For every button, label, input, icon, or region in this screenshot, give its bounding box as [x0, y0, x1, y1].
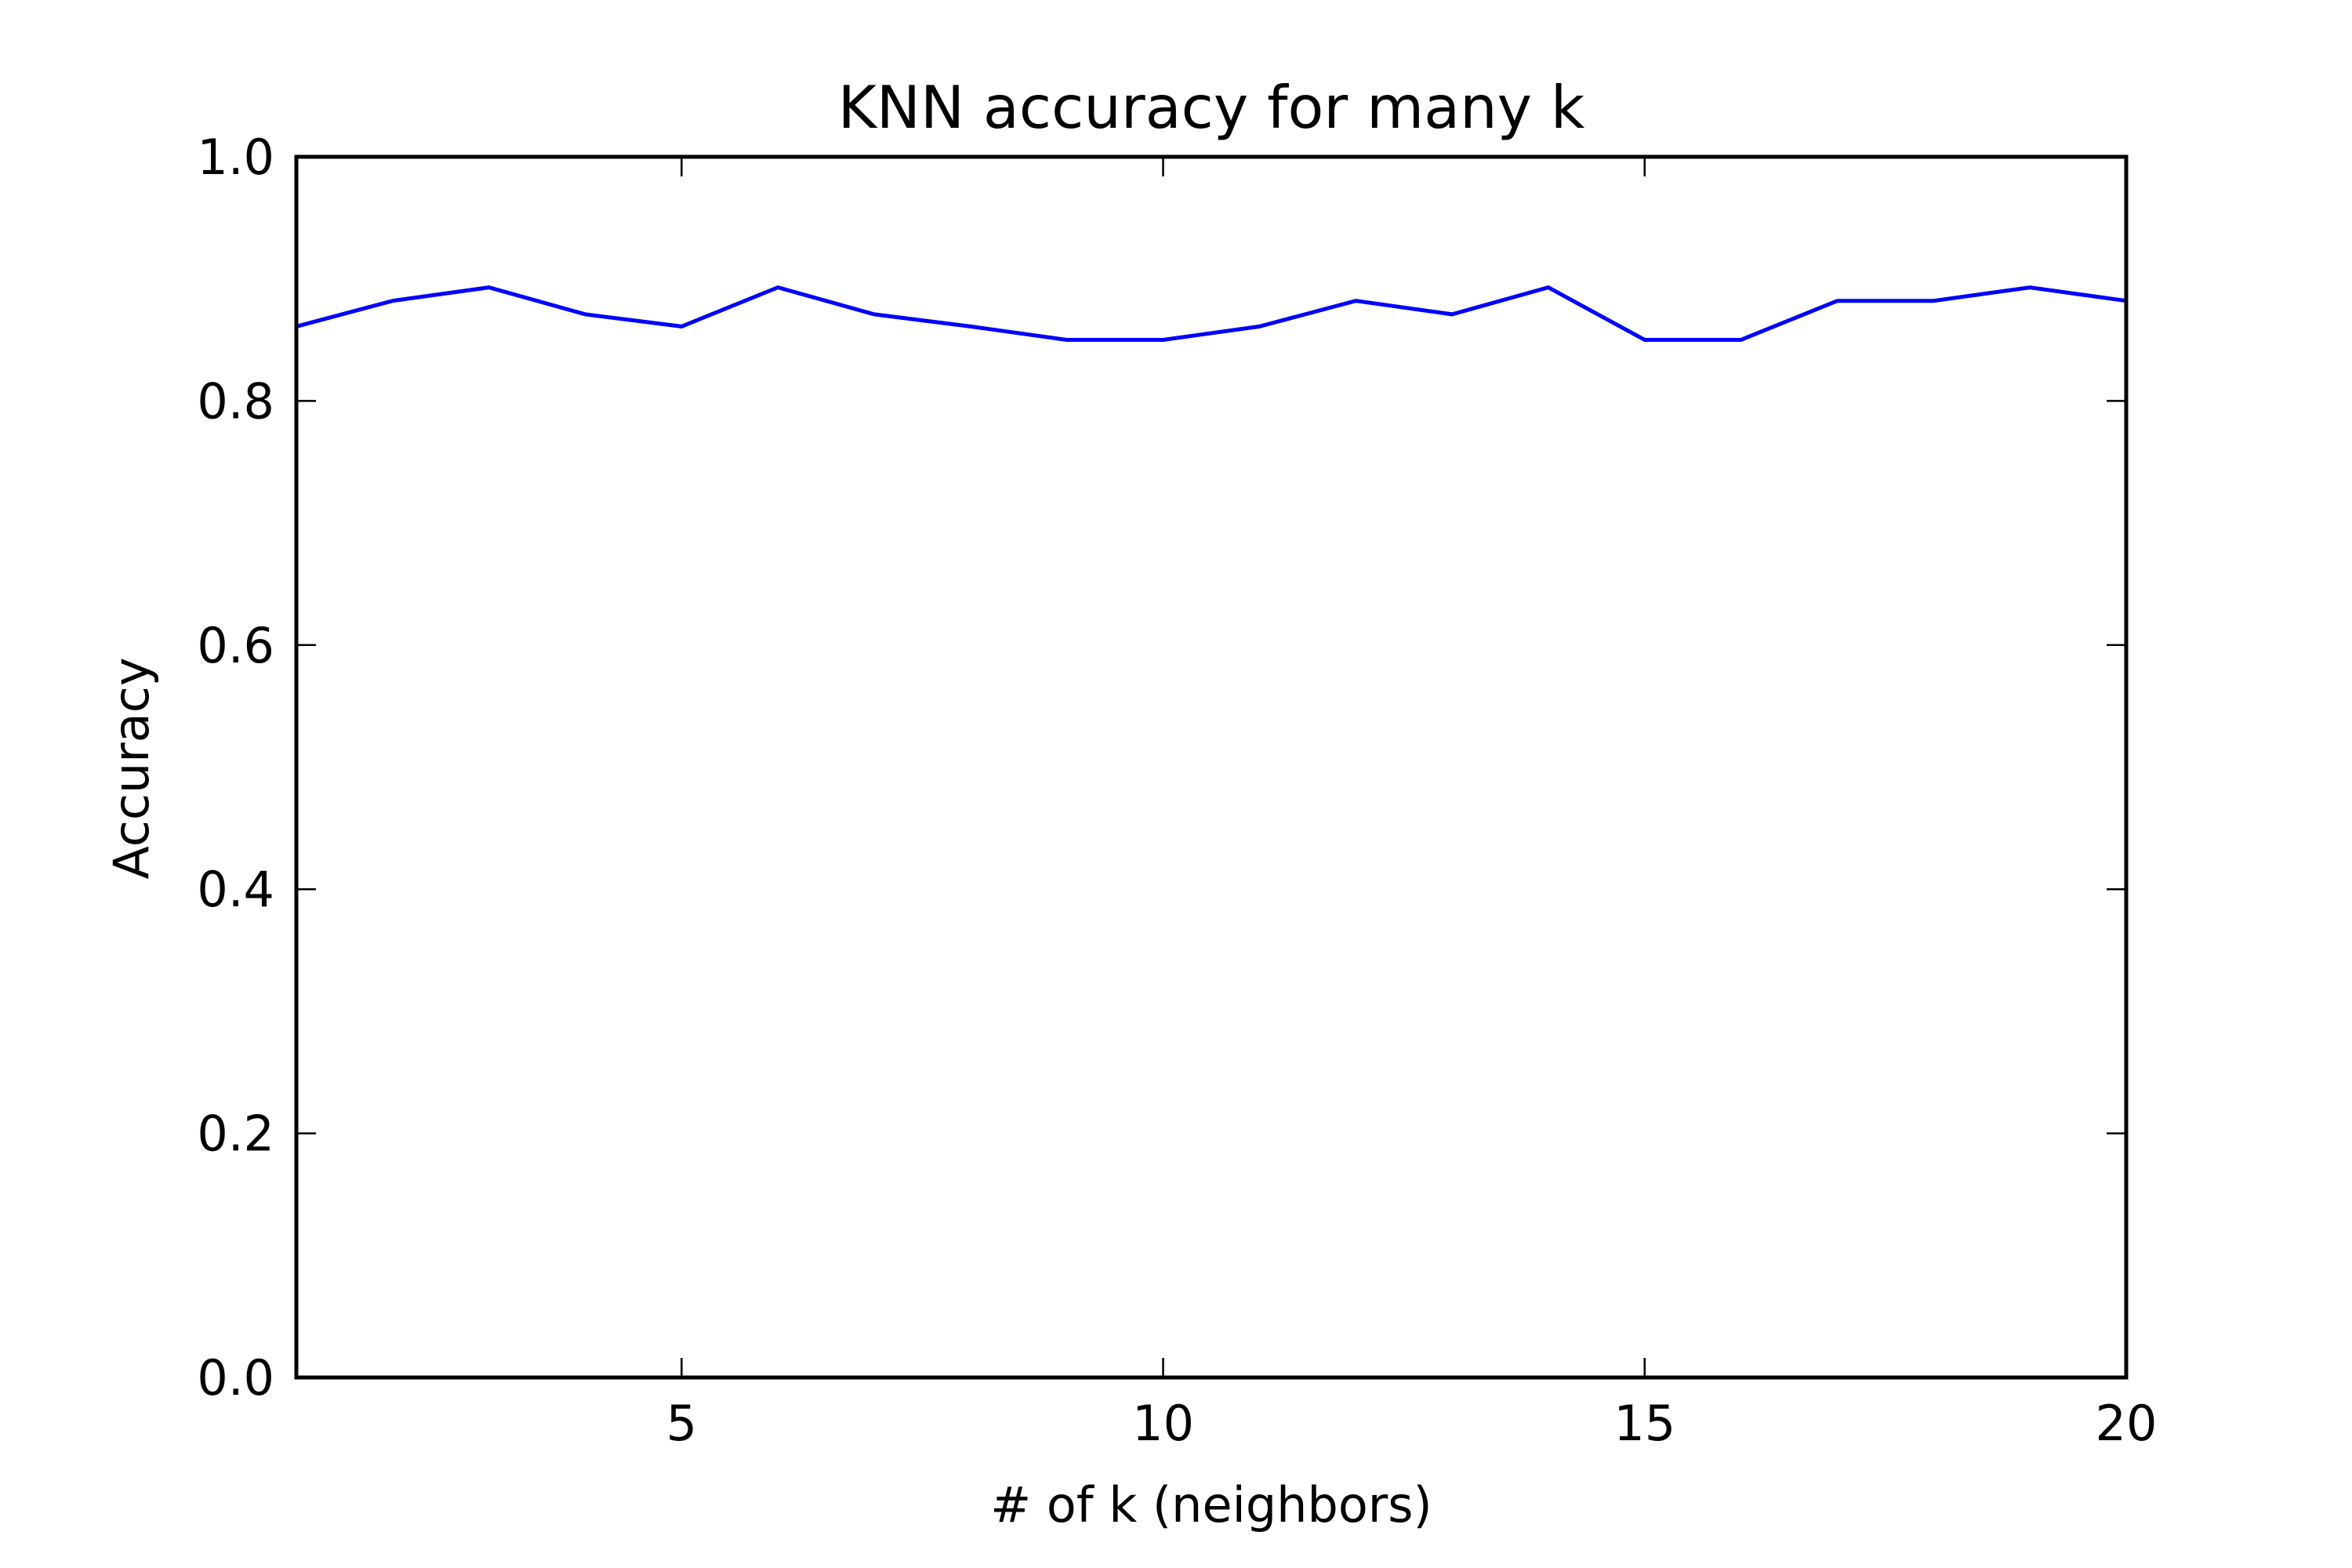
- y-tick-label: 0.4: [197, 861, 274, 918]
- axes-frame: [294, 154, 2129, 1380]
- x-tick-label: 10: [1132, 1395, 1194, 1452]
- y-tick-label: 0.0: [197, 1349, 274, 1406]
- plot-area: 5 10 15 20 0.0 0.2 0.4 0.6 0.8 1.0: [197, 129, 2157, 1452]
- x-tick-label: 20: [2096, 1395, 2158, 1452]
- x-tick-label: 5: [666, 1395, 697, 1452]
- chart-title: KNN accuracy for many k: [838, 73, 1585, 142]
- y-tick-label: 1.0: [197, 129, 274, 186]
- y-axis-label: Accuracy: [103, 657, 160, 879]
- y-tick-label: 0.8: [197, 372, 274, 430]
- x-axis-label: # of k (neighbors): [990, 1476, 1432, 1534]
- series-line-1: [296, 285, 2127, 342]
- y-tick-label: 0.6: [197, 617, 274, 674]
- x-tick-label: 15: [1613, 1395, 1675, 1452]
- y-tick-label: 0.2: [197, 1105, 274, 1163]
